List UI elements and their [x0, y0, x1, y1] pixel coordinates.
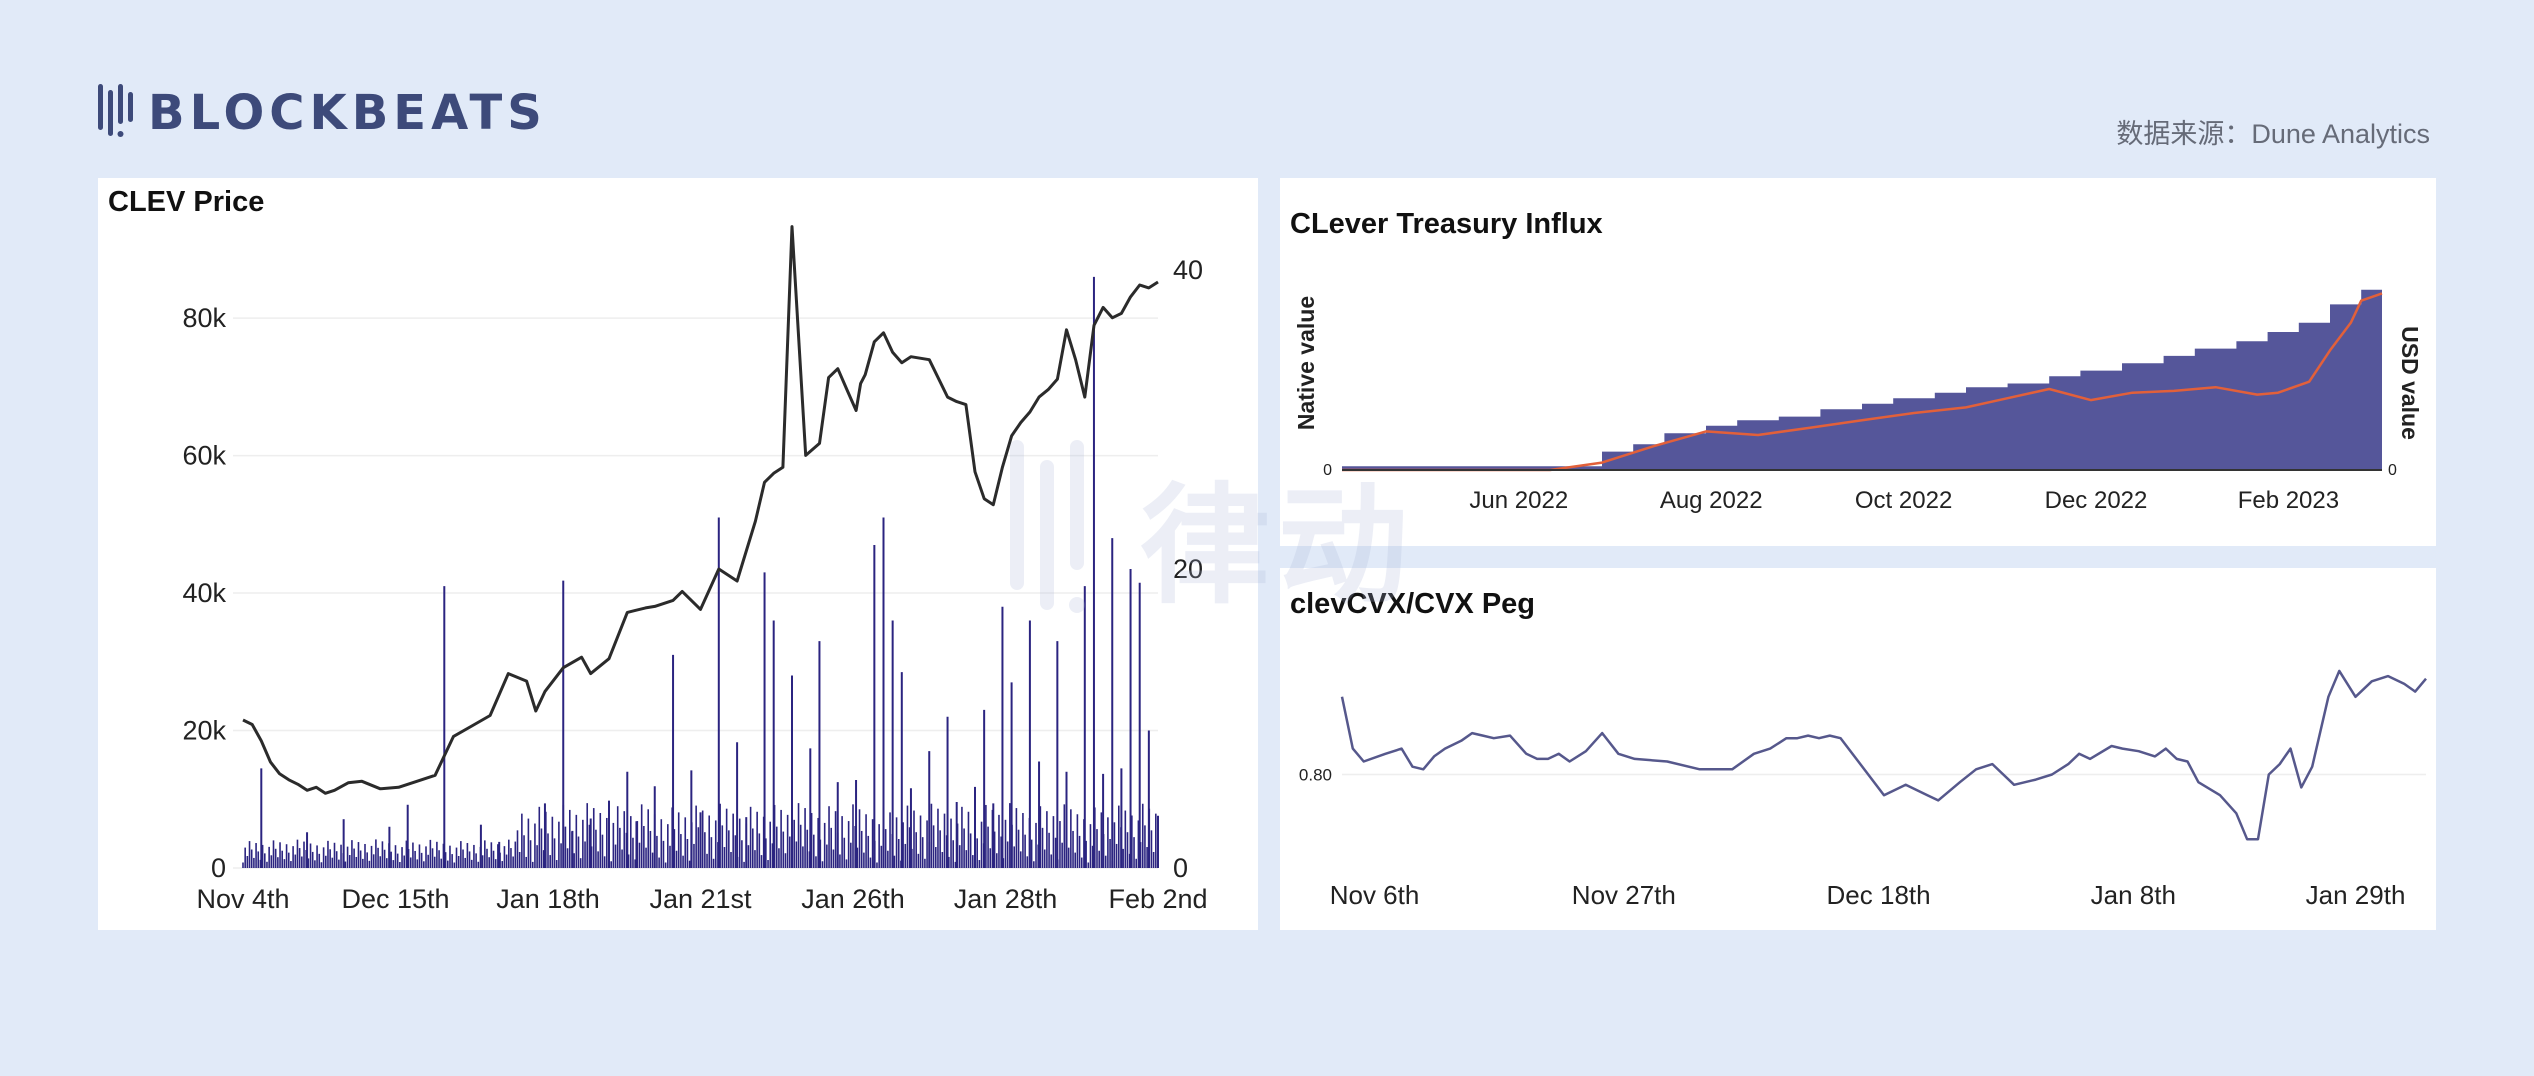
price-line: [242, 225, 1159, 795]
y-right-tick-label: 0: [1173, 853, 1188, 883]
y-left-tick-label: 20k: [182, 716, 226, 746]
y-left-tick-label: 60k: [182, 441, 226, 471]
treasury-influx-chart: Native value USD value 0 0 Jun 2022 Aug 2022 O…: [1293, 286, 2423, 514]
y-right-axis-label: USD value: [2397, 326, 2423, 440]
clev-price-chart: 0 20k 40k 60k 80k 0 20 40 Nov 4th Dec 15th Jan 18t…: [182, 225, 1208, 914]
clev-price-panel: CLEV Price 0 20k 40k 60k 80k 0 20 40 Nov 4th Dec …: [98, 178, 1258, 930]
x-tick-label: Jan 18th: [496, 884, 600, 914]
x-tick-label: Jan 8th: [2091, 880, 2176, 910]
logo-text: BLOCKBEATS: [148, 85, 547, 141]
y-left-tick-label: 80k: [182, 303, 226, 333]
native-value-area: [1342, 286, 2382, 470]
y-right-tick-label: 40: [1173, 255, 1203, 285]
x-tick-label: Jan 29th: [2306, 880, 2406, 910]
x-tick-label: Nov 6th: [1330, 880, 1420, 910]
x-tick-label: Jun 2022: [1469, 487, 1568, 514]
logo-bars-icon: [98, 84, 133, 137]
x-tick-label: Jan 21st: [649, 884, 752, 914]
x-tick-label: Aug 2022: [1660, 487, 1763, 514]
x-tick-label: Feb 2023: [2238, 487, 2339, 514]
y-right-tick-label: 20: [1173, 554, 1203, 584]
x-tick-label: Dec 2022: [2045, 487, 2148, 514]
peg-title: clevCVX/CVX Peg: [1290, 588, 1535, 620]
x-tick-label: Oct 2022: [1855, 487, 1952, 514]
x-tick-label: Jan 26th: [801, 884, 905, 914]
y-left-tick-label: 0: [1323, 462, 1332, 479]
data-source-label: 数据来源：Dune Analytics: [2116, 119, 2430, 149]
x-tick-label: Nov 27th: [1572, 880, 1676, 910]
peg-chart: 0.80 Nov 6th Nov 27th Dec 18th Jan 8th Jan 29…: [1299, 669, 2427, 910]
y-left-tick-label: 0: [211, 853, 226, 883]
clev-price-title: CLEV Price: [108, 186, 265, 218]
y-right-tick-label: 0: [2388, 462, 2397, 479]
y-left-tick-label: 40k: [182, 578, 226, 608]
y-left-axis-label: Native value: [1293, 296, 1319, 430]
x-tick-label: Jan 28th: [954, 884, 1058, 914]
x-tick-label: Feb 2nd: [1108, 884, 1207, 914]
treasury-influx-title: CLever Treasury Influx: [1290, 208, 1603, 240]
treasury-influx-panel: CLever Treasury Influx Native value USD v…: [1280, 178, 2436, 546]
x-tick-label: Dec 15th: [341, 884, 449, 914]
x-tick-label: Dec 18th: [1827, 880, 1931, 910]
y-tick-label: 0.80: [1299, 765, 1332, 784]
x-tick-label: Nov 4th: [196, 884, 289, 914]
blockbeats-logo: BLOCKBEATS: [98, 84, 547, 142]
usd-value-line: [1342, 292, 2383, 472]
peg-panel: clevCVX/CVX Peg 0.80 Nov 6th Nov 27th Dec 1…: [1280, 568, 2436, 930]
peg-line: [1340, 669, 2427, 841]
